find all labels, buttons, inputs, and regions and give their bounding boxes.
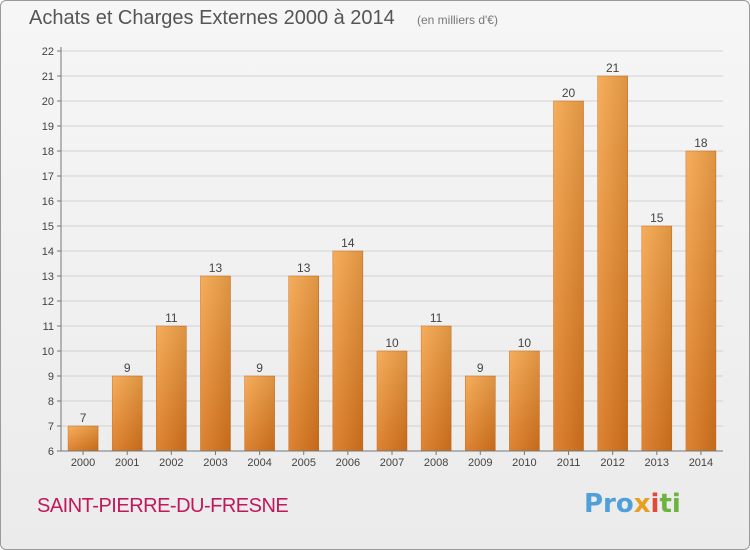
data-label: 11 bbox=[430, 311, 443, 325]
x-tick-label: 2007 bbox=[380, 457, 404, 469]
x-tick-label: 2004 bbox=[247, 457, 271, 469]
chart-title: Achats et Charges Externes 2000 à 2014 bbox=[29, 7, 395, 29]
y-tick-label: 19 bbox=[42, 121, 54, 133]
data-label: 20 bbox=[562, 86, 576, 100]
logo-part-4: ti bbox=[659, 489, 681, 519]
bar-shade-2012 bbox=[597, 76, 628, 451]
data-label: 15 bbox=[650, 211, 664, 225]
bar-shade-2010 bbox=[509, 351, 540, 451]
data-label: 7 bbox=[80, 411, 87, 425]
x-tick-label: 2003 bbox=[203, 457, 227, 469]
data-label: 10 bbox=[518, 336, 532, 350]
data-label: 13 bbox=[209, 261, 223, 275]
data-label: 9 bbox=[124, 361, 131, 375]
x-tick-label: 2001 bbox=[115, 457, 139, 469]
chart-subtitle: (en milliers d'€) bbox=[417, 13, 498, 27]
data-label: 14 bbox=[341, 236, 355, 250]
y-tick-label: 12 bbox=[42, 296, 54, 308]
y-tick-label: 6 bbox=[48, 446, 54, 458]
data-label: 13 bbox=[297, 261, 311, 275]
bar-shade-2014 bbox=[685, 151, 716, 451]
bar-shade-2006 bbox=[332, 251, 363, 451]
bar-shade-2009 bbox=[465, 376, 496, 451]
x-tick-label: 2014 bbox=[689, 457, 713, 469]
bar-shade-2007 bbox=[377, 351, 407, 451]
x-tick-label: 2009 bbox=[468, 457, 492, 469]
bar-shade-2000 bbox=[68, 426, 99, 451]
data-label: 11 bbox=[165, 311, 178, 325]
bar-shade-2011 bbox=[553, 101, 584, 451]
x-tick-label: 2005 bbox=[291, 457, 315, 469]
y-tick-label: 16 bbox=[42, 196, 54, 208]
bar-shade-2003 bbox=[200, 276, 231, 451]
data-label: 18 bbox=[694, 136, 708, 150]
proxiti-logo[interactable]: Proxiti bbox=[584, 489, 681, 519]
bar-shade-2013 bbox=[641, 226, 672, 451]
bars: 7 9 11 13 9 13 14 10 11 9 10 20 21 15 18 bbox=[67, 61, 717, 452]
x-tick-label: 2008 bbox=[424, 457, 448, 469]
bar-shade-2001 bbox=[112, 376, 143, 451]
x-tick-label: 2002 bbox=[159, 457, 183, 469]
x-tick-label: 2013 bbox=[645, 457, 669, 469]
y-tick-label: 14 bbox=[42, 246, 54, 258]
data-label: 9 bbox=[256, 361, 263, 375]
logo-part-1: Pro bbox=[584, 489, 634, 519]
y-tick-label: 9 bbox=[48, 371, 54, 383]
commune-name: SAINT-PIERRE-DU-FRESNE bbox=[37, 495, 289, 517]
x-tick-label: 2012 bbox=[600, 457, 624, 469]
logo-part-3: i bbox=[650, 489, 660, 519]
axes: 6 7 8 9 10 11 12 13 14 15 16 17 18 19 20 21 22 2000 2001 20… bbox=[42, 46, 723, 469]
bar-shade-2005 bbox=[288, 276, 319, 451]
bar-shade-2004 bbox=[244, 376, 275, 451]
y-tick-label: 22 bbox=[42, 46, 54, 58]
x-tick-label: 2010 bbox=[512, 457, 536, 469]
y-tick-label: 13 bbox=[42, 271, 54, 283]
y-tick-label: 18 bbox=[42, 146, 54, 158]
data-label: 10 bbox=[385, 336, 399, 350]
y-tick-label: 8 bbox=[48, 396, 54, 408]
data-label: 9 bbox=[477, 361, 484, 375]
data-label: 21 bbox=[606, 61, 620, 75]
bar-shade-2008 bbox=[421, 326, 452, 451]
y-tick-label: 7 bbox=[48, 421, 54, 433]
x-tick-label: 2000 bbox=[71, 457, 95, 469]
y-tick-label: 10 bbox=[42, 346, 54, 358]
y-tick-label: 11 bbox=[43, 321, 54, 333]
x-tick-label: 2011 bbox=[557, 457, 581, 469]
y-tick-label: 21 bbox=[42, 71, 54, 83]
logo-part-2: x bbox=[633, 489, 651, 519]
y-tick-label: 15 bbox=[42, 221, 54, 233]
y-tick-label: 17 bbox=[42, 171, 54, 183]
y-tick-label: 20 bbox=[42, 96, 54, 108]
x-tick-label: 2006 bbox=[336, 457, 360, 469]
bar-shade-2002 bbox=[156, 326, 187, 451]
